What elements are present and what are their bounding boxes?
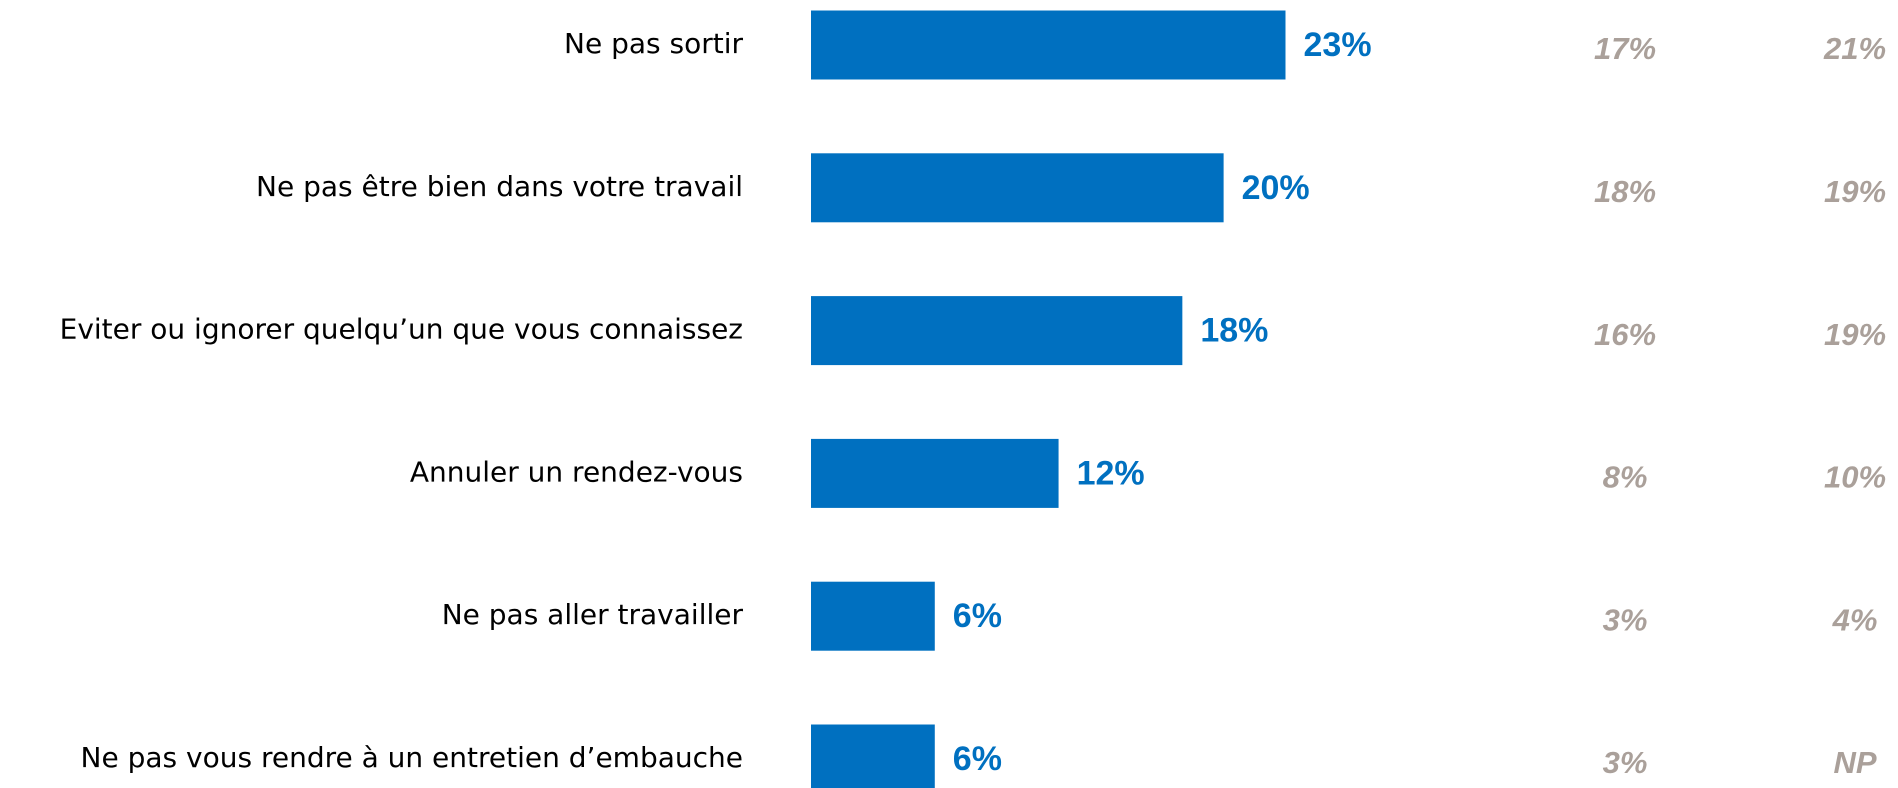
comparison-value: 3% xyxy=(1603,602,1648,637)
category-label: Ne pas vous rendre à un entretien d’emba… xyxy=(81,741,743,774)
bar xyxy=(811,10,1286,80)
comparison-value: 18% xyxy=(1594,174,1656,209)
category-label: Ne pas être bien dans votre travail xyxy=(256,170,743,203)
bar xyxy=(811,153,1224,223)
bar xyxy=(811,438,1059,508)
value-label: 23% xyxy=(1304,26,1372,64)
comparison-value: 10% xyxy=(1824,460,1886,495)
value-label: 18% xyxy=(1200,312,1268,350)
comparison-value: 16% xyxy=(1594,317,1656,352)
category-label: Ne pas aller travailler xyxy=(442,598,744,631)
comparison-value: NP xyxy=(1833,745,1876,780)
comparison-value: 3% xyxy=(1603,745,1648,780)
comparison-value: 8% xyxy=(1603,460,1648,495)
value-label: 12% xyxy=(1077,454,1145,492)
value-label: 6% xyxy=(953,597,1002,635)
comparison-value: 4% xyxy=(1832,602,1878,637)
comparison-value: 19% xyxy=(1824,317,1886,352)
bar xyxy=(811,296,1183,366)
value-label: 20% xyxy=(1242,169,1310,207)
category-label: Ne pas sortir xyxy=(564,27,743,60)
bar xyxy=(811,724,935,788)
bar xyxy=(811,581,935,651)
category-label: Annuler un rendez-vous xyxy=(410,455,743,488)
comparison-value: 19% xyxy=(1824,174,1886,209)
comparison-value: 17% xyxy=(1594,31,1656,66)
comparison-value: 21% xyxy=(1823,31,1886,66)
value-label: 6% xyxy=(953,740,1002,778)
category-label: Eviter ou ignorer quelqu’un que vous con… xyxy=(60,313,743,346)
